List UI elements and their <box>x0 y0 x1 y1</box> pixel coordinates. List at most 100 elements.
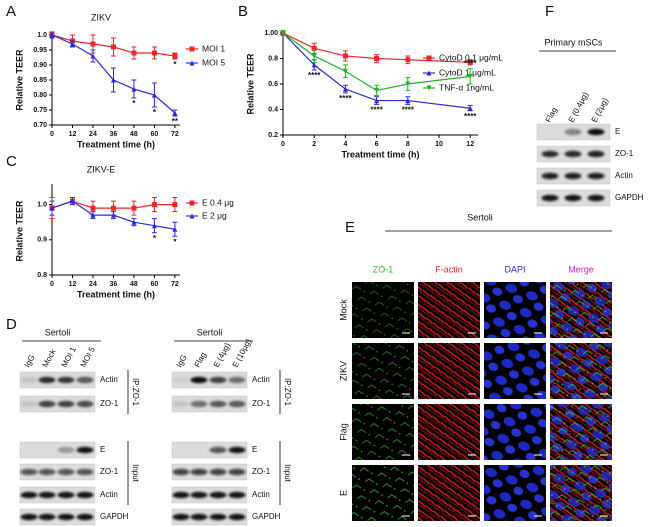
x-tick-label: 0 <box>50 131 54 138</box>
stain <box>484 343 546 399</box>
band <box>57 468 75 476</box>
band <box>228 446 246 454</box>
band <box>209 491 227 499</box>
row-label: Actin <box>252 490 270 499</box>
data-point <box>151 202 157 208</box>
x-axis-label: Treatment time (h) <box>341 149 419 159</box>
significance: **** <box>464 59 477 68</box>
band <box>190 491 208 499</box>
band <box>587 194 605 202</box>
y-axis-label: Relative TEER <box>245 53 255 115</box>
stain <box>418 282 480 338</box>
band <box>209 446 227 454</box>
band <box>564 194 582 202</box>
data-point <box>110 212 116 218</box>
panel-label: D <box>6 316 17 333</box>
band <box>228 491 246 499</box>
chart-title: ZIKV-E <box>87 164 116 174</box>
lane-label: Flag <box>544 106 559 124</box>
stain <box>484 404 546 460</box>
significance: * <box>153 234 157 243</box>
chart-title: ZIKV <box>91 12 111 22</box>
band <box>564 128 582 136</box>
data-point <box>90 41 96 47</box>
band <box>564 172 582 180</box>
band <box>20 400 38 408</box>
x-tick-label: 12 <box>466 141 474 148</box>
legend-marker <box>426 55 432 61</box>
data-point <box>131 205 137 211</box>
band <box>541 150 559 158</box>
band <box>209 400 227 408</box>
channel-label: ZO-1 <box>373 264 394 274</box>
data-point <box>405 57 411 63</box>
band <box>38 491 56 499</box>
stain <box>550 282 612 338</box>
significance: * <box>173 60 177 69</box>
row-label: Actin <box>100 490 118 499</box>
blot-title: Primary mSCs <box>545 37 603 47</box>
group-label: Input <box>131 464 140 483</box>
condition-label: Flag <box>338 423 348 441</box>
data-point <box>131 86 137 92</box>
y-tick-label: 0.2 <box>268 132 278 139</box>
legend-label: E 0.4 μg <box>202 197 234 207</box>
stain <box>484 282 546 338</box>
legend-label: TNF-α 1ng/mL <box>439 82 494 92</box>
data-point <box>172 226 178 232</box>
data-point <box>151 50 157 56</box>
data-point <box>405 81 411 87</box>
data-point <box>342 53 348 59</box>
data-point <box>374 56 380 61</box>
row-label: ZO-1 <box>252 399 271 408</box>
row-label: E <box>100 445 105 454</box>
row-label: E <box>252 445 257 454</box>
band <box>541 194 559 202</box>
channel-label: Merge <box>568 264 594 274</box>
y-tick-label: 1.0 <box>37 201 47 208</box>
blot-title: Sertoli <box>197 327 223 337</box>
stain <box>418 465 480 521</box>
row-label: E <box>615 127 620 136</box>
lane-label: Mock <box>41 347 58 369</box>
row-label: ZO-1 <box>252 467 271 476</box>
band <box>172 400 190 408</box>
data-point <box>311 62 317 68</box>
stain <box>352 343 414 399</box>
band <box>38 376 56 384</box>
legend-marker <box>189 200 195 206</box>
significance: **** <box>370 106 383 115</box>
stain <box>484 465 546 521</box>
x-axis-label: Treatment time (h) <box>77 289 155 299</box>
x-axis-label: Treatment time (h) <box>77 139 155 149</box>
band <box>190 400 208 408</box>
legend-marker <box>189 46 195 52</box>
band <box>228 376 246 384</box>
row-label: GAPDH <box>100 512 129 521</box>
data-point <box>151 92 157 98</box>
data-point <box>131 50 137 56</box>
series-line <box>282 32 471 63</box>
stain <box>352 465 414 521</box>
y-tick-label: 0.8 <box>268 55 278 62</box>
band <box>587 150 605 158</box>
x-tick-label: 24 <box>89 131 97 138</box>
band <box>541 172 559 180</box>
legend-marker <box>189 213 195 219</box>
significance: ** <box>172 117 179 126</box>
band <box>190 376 208 384</box>
channel-label: F-actin <box>435 264 463 274</box>
data-point <box>342 68 348 74</box>
y-tick-label: 1.00 <box>264 30 278 37</box>
row-label: GAPDH <box>252 512 281 521</box>
significance: * <box>173 237 177 246</box>
band <box>172 468 190 476</box>
x-tick-label: 48 <box>130 131 138 138</box>
row-label: ZO-1 <box>615 149 634 158</box>
data-point <box>90 212 96 218</box>
stain <box>352 404 414 460</box>
row-label: GAPDH <box>615 193 644 202</box>
lane-label: MOI 5 <box>79 345 97 369</box>
row-label: ZO-1 <box>100 399 119 408</box>
